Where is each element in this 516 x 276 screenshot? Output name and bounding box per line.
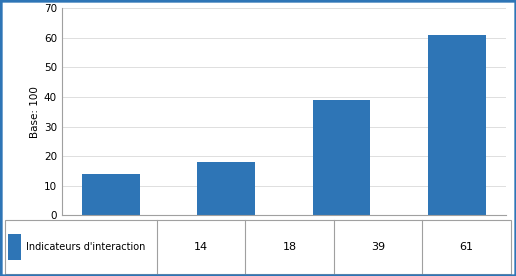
Bar — [8, 234, 21, 260]
Bar — [82, 174, 140, 215]
Text: 61: 61 — [460, 242, 474, 252]
Text: Indicateurs d'interaction: Indicateurs d'interaction — [26, 242, 145, 252]
Bar — [313, 100, 370, 215]
Y-axis label: Base: 100: Base: 100 — [30, 86, 40, 138]
Text: 39: 39 — [371, 242, 385, 252]
Bar — [428, 35, 486, 215]
Text: 14: 14 — [194, 242, 208, 252]
Text: 18: 18 — [283, 242, 297, 252]
Bar — [197, 162, 255, 215]
